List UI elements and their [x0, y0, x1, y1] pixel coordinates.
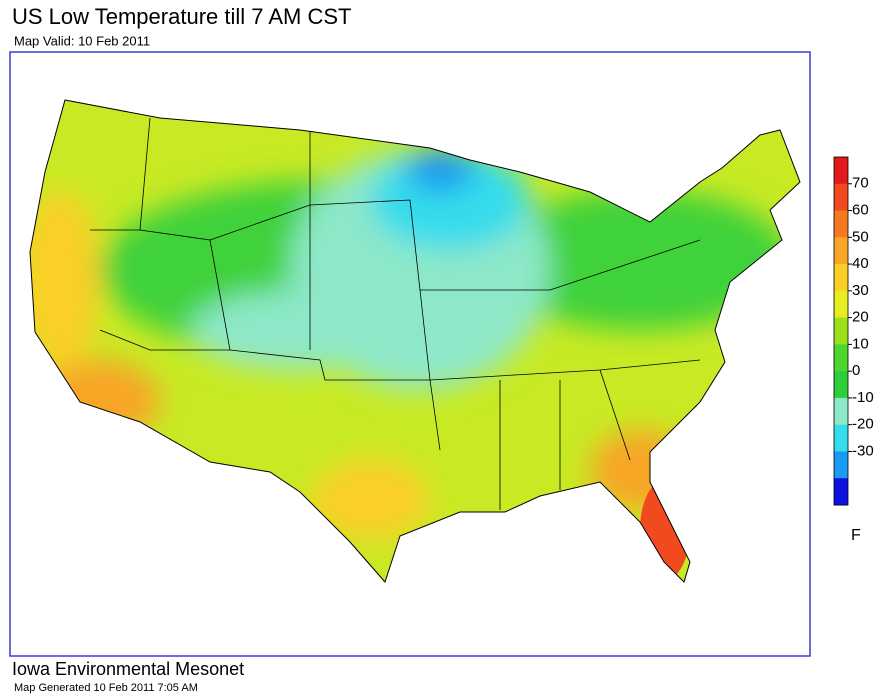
state-lines	[90, 117, 701, 510]
colorbar-label: 30	[852, 282, 869, 299]
colorbar-segment	[834, 183, 848, 212]
colorbar-segment	[834, 157, 848, 185]
legend-unit: F	[851, 527, 861, 544]
zone	[640, 480, 690, 580]
colorbar-label: 20	[852, 309, 869, 326]
colorbar-segment	[834, 210, 848, 238]
colorbar: 70 60 50 40 30 20 10 0 -10 -20 -30	[833, 156, 874, 506]
zone	[405, 148, 475, 192]
footer-source: Iowa Environmental Mesonet	[12, 659, 244, 679]
colorbar-segment	[834, 344, 848, 372]
map-frame	[9, 51, 811, 657]
colorbar-border	[833, 156, 849, 506]
title: US Low Temperature till 7 AM CST	[12, 4, 352, 29]
colorbar-segment	[834, 424, 848, 452]
colorbar-segment	[834, 451, 848, 479]
colorbar-segment	[834, 317, 848, 345]
zone	[30, 190, 100, 370]
colorbar-label: 60	[852, 202, 869, 219]
colorbar-segment	[834, 397, 848, 426]
subtitle: Map Valid: 10 Feb 2011	[14, 33, 150, 48]
footer-generated: Map Generated 10 Feb 2011 7:05 AM	[14, 682, 198, 694]
colorbar-label: 0	[852, 362, 860, 379]
colorbar-label: 70	[852, 175, 869, 192]
colorbar-label: 10	[852, 335, 869, 352]
colorbar-segment	[834, 264, 848, 292]
zone	[40, 360, 160, 440]
colorbar-label: -30	[852, 442, 874, 459]
colorbar-label: -10	[852, 389, 874, 406]
colorbar-segment	[834, 237, 848, 265]
colorbar-segment	[834, 371, 848, 399]
colorbar-label: 50	[852, 228, 869, 245]
colorbar-segment	[834, 290, 848, 319]
zone	[190, 290, 410, 370]
zone	[590, 430, 690, 510]
colorbar-label: 40	[852, 255, 869, 272]
us-outline	[29, 99, 801, 583]
colorbar-segment	[834, 478, 848, 506]
colorbar-label: -20	[852, 416, 874, 433]
zone	[310, 460, 430, 540]
temperature-map	[30, 100, 800, 582]
